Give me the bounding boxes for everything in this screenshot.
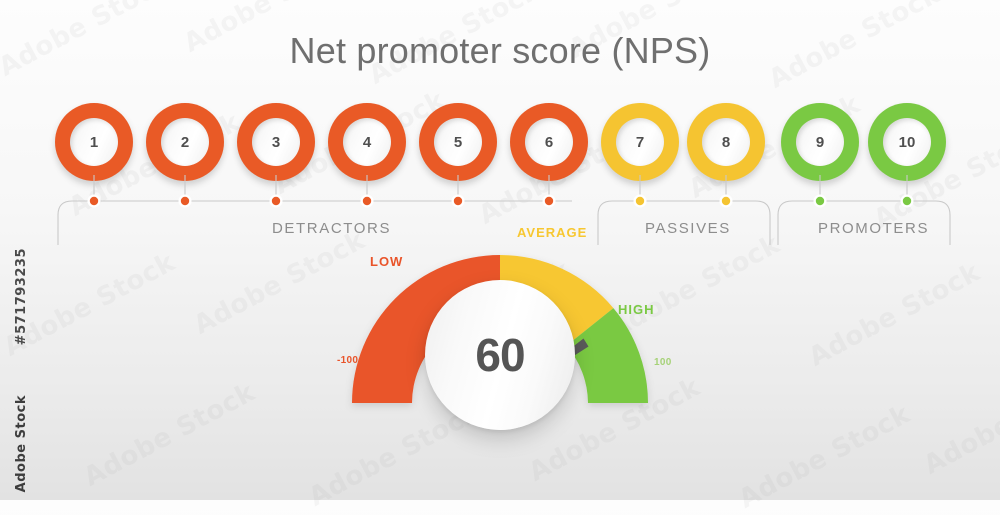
score-label-6: 6	[544, 133, 554, 151]
group-brackets	[57, 175, 951, 245]
dot-5	[453, 196, 463, 206]
score-node-3[interactable]: 3	[237, 103, 315, 181]
dot-9	[815, 196, 825, 206]
dot-2	[180, 196, 190, 206]
score-ring-9	[781, 103, 859, 181]
dot-3	[271, 196, 281, 206]
score-node-9[interactable]: 9	[781, 103, 859, 181]
gauge-zone-average	[500, 255, 614, 346]
score-label-3: 3	[271, 133, 281, 151]
score-node-4[interactable]: 4	[328, 103, 406, 181]
score-ring-7	[601, 103, 679, 181]
score-label-1: 1	[89, 133, 99, 151]
score-ring-4	[328, 103, 406, 181]
gauge-label-high: HIGH	[618, 302, 655, 317]
group-label-detractors: DETRACTORS	[272, 220, 392, 237]
score-node-1[interactable]: 1	[55, 103, 133, 181]
gauge-label-average: AVERAGE	[517, 225, 588, 240]
dot-10	[902, 196, 912, 206]
score-ring-6	[510, 103, 588, 181]
score-ring-2	[146, 103, 224, 181]
dot-1	[89, 196, 99, 206]
gauge-value: 60	[475, 329, 525, 381]
score-label-2: 2	[180, 133, 190, 151]
bracket-promoters	[777, 200, 951, 245]
score-label-10: 10	[898, 133, 916, 151]
bracket-detractors	[57, 200, 572, 245]
group-label-passives: PASSIVES	[645, 220, 731, 237]
gauge-hub: 60	[425, 280, 575, 430]
dot-8	[721, 196, 731, 206]
score-ring-5	[419, 103, 497, 181]
score-label-8: 8	[721, 133, 731, 151]
score-node-2[interactable]: 2	[146, 103, 224, 181]
group-label-promoters: PROMOTERS	[818, 220, 930, 237]
gauge-label-low: LOW	[370, 254, 404, 269]
score-ring-10	[868, 103, 946, 181]
score-label-4: 4	[362, 133, 372, 151]
score-node-8[interactable]: 8	[687, 103, 765, 181]
score-node-6[interactable]: 6	[510, 103, 588, 181]
score-node-7[interactable]: 7	[601, 103, 679, 181]
page-title: Net promoter score (NPS)	[289, 30, 711, 71]
gauge-zone-high	[566, 308, 648, 403]
score-label-5: 5	[453, 133, 463, 151]
dot-4	[362, 196, 372, 206]
bracket-passives	[597, 200, 771, 245]
score-label-9: 9	[815, 133, 825, 151]
score-node-5[interactable]: 5	[419, 103, 497, 181]
dot-7	[635, 196, 645, 206]
score-ring-3	[237, 103, 315, 181]
nps-gauge: 60 LOW AVERAGE HIGH -100 100	[310, 222, 690, 482]
score-ring-1	[55, 103, 133, 181]
score-node-10[interactable]: 10	[868, 103, 946, 181]
gauge-axis-min: -100	[337, 355, 359, 366]
infographic-stage: Net promoter score (NPS) 1 2 3 4 5 6	[0, 30, 1000, 482]
dot-6	[544, 196, 554, 206]
score-ring-8	[687, 103, 765, 181]
score-label-7: 7	[635, 133, 645, 151]
bracket-dots	[87, 194, 914, 208]
nps-scale: 1 2 3 4 5 6 7 8	[0, 103, 1000, 181]
gauge-axis-max: 100	[654, 357, 672, 368]
